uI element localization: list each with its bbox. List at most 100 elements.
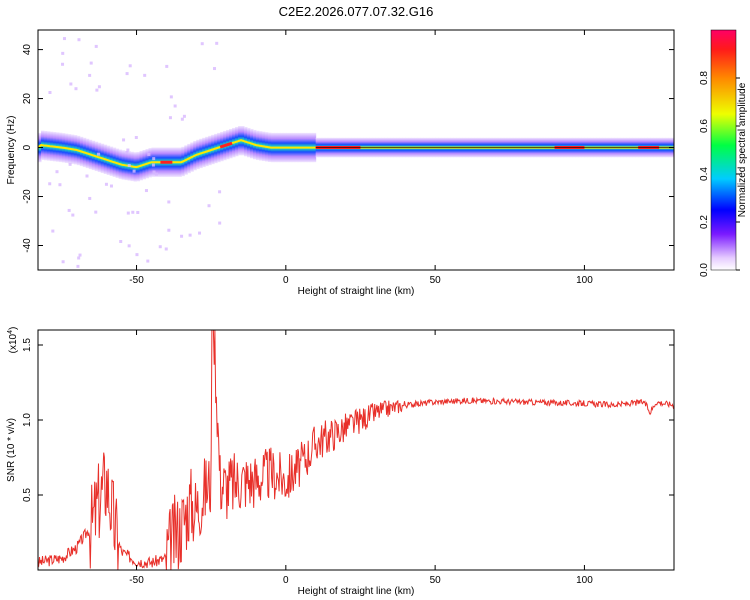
- x-tick-label: 50: [430, 575, 442, 586]
- spectrogram-peak: [219, 141, 233, 149]
- spectrogram-speckle: [126, 148, 130, 152]
- spectrogram-speckle: [88, 196, 92, 200]
- y-tick-label: -40: [22, 238, 33, 253]
- spectrogram-speckle: [97, 152, 101, 156]
- spectrogram-speckle: [95, 88, 99, 92]
- colorbar-label: Normalized spectral amplitude: [737, 82, 748, 217]
- spectrogram-speckle: [146, 259, 150, 263]
- spectrogram-panel: -50 0 50 100 -40 -20 0 20 40 Height of straight …: [6, 29, 675, 297]
- spectrogram-speckle: [48, 182, 52, 186]
- colorbar-tick-label: 0.0: [699, 263, 710, 277]
- spectrogram-speckle: [94, 44, 98, 48]
- spectrogram-speckle: [167, 200, 171, 204]
- spectrogram-speckle: [132, 169, 136, 173]
- spectrogram-speckle: [126, 211, 130, 215]
- spectrogram-speckle: [207, 204, 211, 208]
- colorbar-scale: [710, 29, 737, 271]
- spectrogram-speckle: [165, 64, 169, 68]
- spectrogram-speckle: [69, 82, 73, 86]
- spectrogram-area: [38, 37, 674, 268]
- spectrogram-speckle: [77, 256, 81, 260]
- y-tick-label: 1.0: [22, 413, 33, 427]
- snr-scale-label: (x10: [8, 333, 19, 353]
- svg-text:(x104): (x104): [7, 327, 19, 354]
- spectrogram-speckle: [136, 210, 140, 214]
- figure-title: C2E2.2026.077.07.32.G16: [279, 4, 434, 19]
- spectrogram-speckle: [104, 182, 108, 186]
- spectrogram-ticks: -50 0 50 100 -40 -20 0 20 40: [22, 30, 674, 286]
- spectrogram-speckle: [122, 138, 126, 142]
- x-tick-label: 0: [283, 575, 289, 586]
- y-tick-label: 40: [22, 44, 33, 56]
- x-tick-label: -50: [129, 575, 144, 586]
- y-tick-label: 1.5: [22, 338, 33, 352]
- x-tick-label: 100: [576, 275, 593, 286]
- spectrogram-speckle: [143, 73, 147, 77]
- snr-scale-exp: 4: [7, 330, 14, 334]
- spectrogram-speckle: [68, 162, 72, 166]
- spectrogram-speckle: [198, 231, 202, 235]
- spectrogram-speckle: [85, 174, 89, 178]
- spectrogram-speckle: [151, 163, 155, 167]
- colorbar-tick-label: 0.4: [699, 167, 710, 181]
- spectrogram-speckle: [180, 234, 184, 238]
- x-tick-label: -50: [129, 275, 144, 286]
- x-tick-label: 0: [283, 275, 289, 286]
- colorbar-tick-label: 0.8: [699, 71, 710, 85]
- spectrogram-speckle: [76, 264, 80, 268]
- spectrogram-speckle: [125, 150, 129, 154]
- spectrogram-speckle: [164, 247, 168, 251]
- spectrogram-speckle: [77, 38, 81, 42]
- spectrogram-speckle: [74, 87, 78, 91]
- spectrogram-speckle: [97, 85, 101, 89]
- spectrogram-speckle: [61, 260, 65, 264]
- snr-frame: [37, 329, 675, 571]
- spectrogram-speckle: [61, 51, 65, 55]
- spectrogram-speckle: [218, 221, 222, 225]
- snr-ticks: -50 0 50 100 0.5 1.0 1.5: [22, 330, 674, 586]
- snr-x-label: Height of straight line (km): [298, 586, 415, 597]
- spectrogram-speckle: [182, 114, 186, 118]
- colorbar-tick-label: 0.2: [699, 215, 710, 229]
- spectrogram-speckle: [78, 253, 82, 257]
- snr-scale-note: (x104): [7, 327, 19, 354]
- spectrogram-speckle: [127, 163, 131, 167]
- spectrogram-speckle: [152, 157, 156, 161]
- snr-series-line: [38, 330, 674, 570]
- colorbar-ticks: 0.0 0.2 0.4 0.6 0.8: [699, 71, 740, 277]
- spectrogram-speckle: [158, 245, 162, 249]
- spectrogram-speckle: [58, 183, 62, 187]
- spectrogram-speckle: [128, 64, 132, 68]
- spectrogram-speckle: [55, 170, 59, 174]
- spectrogram-speckle: [154, 172, 158, 176]
- spectrogram-speckle: [180, 117, 184, 121]
- x-tick-label: 100: [576, 575, 593, 586]
- spectrogram-speckle: [144, 189, 148, 193]
- spectrogram-x-label: Height of straight line (km): [298, 286, 415, 297]
- spectrogram-speckle: [173, 104, 177, 108]
- colorbar: 0.0 0.2 0.4 0.6 0.8 Normalized spectral ampl…: [699, 29, 748, 277]
- spectrogram-y-label: Frequency (Hz): [6, 116, 17, 185]
- y-tick-label: -20: [22, 189, 33, 204]
- snr-y-label: SNR (10 * v/v): [6, 418, 17, 482]
- spectrogram-speckle: [89, 61, 93, 65]
- y-tick-label: 20: [22, 93, 33, 105]
- spectrogram-speckle: [71, 213, 75, 217]
- spectrogram-speckle: [147, 152, 151, 156]
- spectrogram-speckle: [51, 229, 55, 233]
- spectrogram-speckle: [188, 233, 192, 237]
- spectrogram-speckle: [94, 210, 98, 214]
- spectrogram-speckle: [135, 253, 139, 257]
- spectrogram-speckle: [152, 170, 156, 174]
- spectrogram-speckle: [168, 116, 172, 120]
- spectrogram-frame: [37, 29, 675, 271]
- spectrogram-speckle: [200, 42, 204, 46]
- spectrogram-speckle: [131, 210, 135, 214]
- x-tick-label: 50: [430, 275, 442, 286]
- spectrogram-speckle: [67, 208, 71, 212]
- y-tick-label: 0.5: [22, 488, 33, 502]
- spectrogram-speckle: [213, 67, 217, 71]
- snr-panel: -50 0 50 100 0.5 1.0 1.5 Height of straight li…: [6, 327, 675, 597]
- spectrogram-speckle: [167, 228, 171, 232]
